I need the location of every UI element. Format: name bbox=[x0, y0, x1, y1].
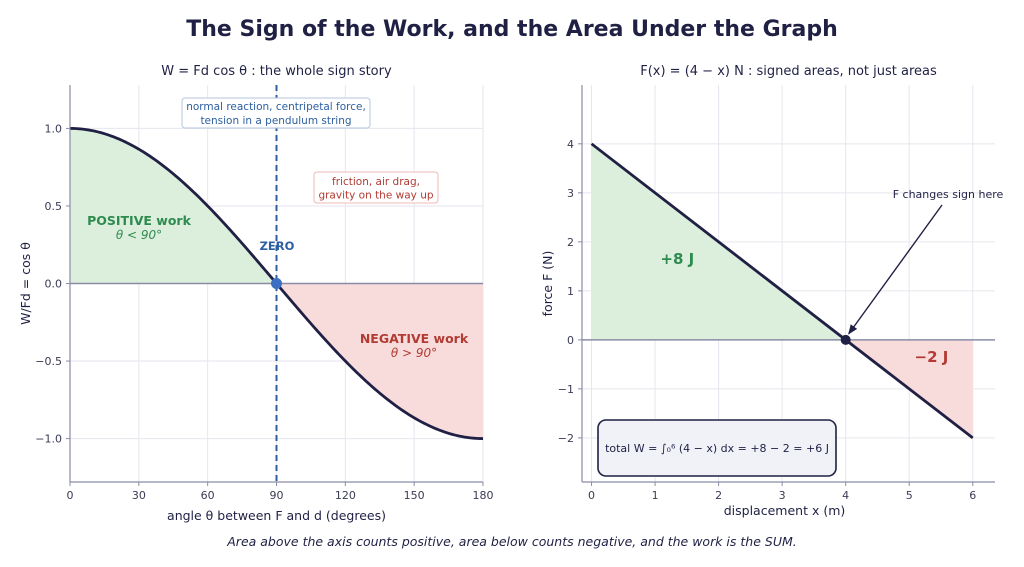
right-x-tick-label: 0 bbox=[588, 489, 595, 502]
figure-title: The Sign of the Work, and the Area Under… bbox=[186, 17, 838, 42]
right-negative-area-label: −2 J bbox=[915, 348, 949, 366]
left-x-tick-label: 120 bbox=[335, 489, 356, 502]
left-y-tick-label: 0.5 bbox=[45, 200, 63, 213]
right-y-tick-label: 2 bbox=[567, 236, 574, 249]
left-x-tick-label: 180 bbox=[473, 489, 494, 502]
left-x-tick-label: 60 bbox=[201, 489, 215, 502]
left-positive-label: POSITIVE work bbox=[87, 213, 191, 228]
right-chart-subtitle: F(x) = (4 − x) N : signed areas, not jus… bbox=[640, 64, 937, 79]
right-y-tick-label: 3 bbox=[567, 187, 574, 200]
right-force-line bbox=[590, 142, 974, 439]
left-chart-subtitle: W = Fd cos θ : the whole sign story bbox=[161, 64, 392, 79]
left-y-tick-label: 0.0 bbox=[45, 278, 63, 291]
right-y-tick-label: 4 bbox=[567, 138, 574, 151]
right-x-tick-label: 3 bbox=[779, 489, 786, 502]
left-x-axis-label: angle θ between F and d (degrees) bbox=[167, 508, 386, 523]
left-negative-annotation-text: gravity on the way up bbox=[318, 190, 433, 202]
right-y-tick-label: −1 bbox=[558, 383, 574, 396]
left-negative-label: NEGATIVE work bbox=[360, 331, 469, 346]
right-y-tick-label: −2 bbox=[558, 432, 574, 445]
left-positive-sublabel: θ < 90° bbox=[116, 228, 162, 242]
left-negative-annotation-text: friction, air drag, bbox=[332, 176, 420, 188]
left-zero-label: ZERO bbox=[260, 239, 295, 253]
left-negative-area bbox=[276, 283, 483, 439]
right-total-text: total W = ∫₀⁶ (4 − x) dx = +8 − 2 = +6 J bbox=[605, 442, 829, 455]
left-y-tick-label: 1.0 bbox=[45, 122, 63, 135]
left-negative-annotation-box bbox=[313, 171, 439, 204]
left-y-axis-label: W/Fd = cos θ bbox=[18, 242, 33, 325]
right-x-tick-label: 5 bbox=[906, 489, 913, 502]
left-y-tick-label: −0.5 bbox=[35, 355, 62, 368]
left-negative-sublabel: θ > 90° bbox=[391, 346, 437, 360]
left-x-tick-label: 90 bbox=[270, 489, 284, 502]
right-x-tick-label: 2 bbox=[715, 489, 722, 502]
right-y-tick-label: 1 bbox=[567, 285, 574, 298]
right-total-box bbox=[597, 419, 837, 477]
right-positive-area-label: +8 J bbox=[660, 250, 694, 268]
left-zero-point bbox=[271, 278, 282, 289]
right-x-tick-label: 1 bbox=[652, 489, 659, 502]
left-zero-annotation-text: normal reaction, centripetal force, bbox=[186, 101, 366, 113]
figure-caption: Area above the axis counts positive, are… bbox=[226, 534, 796, 549]
right-arrow-line bbox=[848, 204, 943, 335]
right-chart-force: F(x) = (4 − x) N : signed areas, not jus… bbox=[540, 64, 1004, 518]
left-x-tick-label: 150 bbox=[404, 489, 425, 502]
right-y-axis-label: force F (N) bbox=[540, 251, 555, 317]
left-y-tick-label: −1.0 bbox=[35, 433, 62, 446]
left-positive-area bbox=[70, 128, 277, 284]
right-y-tick-label: 0 bbox=[567, 334, 574, 347]
right-x-axis-label: displacement x (m) bbox=[724, 503, 846, 518]
left-zero-annotation-box bbox=[181, 97, 371, 129]
left-zero-annotation-text: tension in a pendulum string bbox=[200, 115, 351, 127]
left-x-tick-label: 0 bbox=[67, 489, 74, 502]
left-chart-cos: W = Fd cos θ : the whole sign story 0 30 60… bbox=[18, 64, 494, 523]
left-x-tick-label: 30 bbox=[132, 489, 146, 502]
right-x-tick-label: 4 bbox=[842, 489, 849, 502]
right-x-tick-label: 6 bbox=[969, 489, 976, 502]
right-arrow-label: F changes sign here bbox=[893, 188, 1004, 201]
right-sign-change-point bbox=[840, 334, 851, 345]
